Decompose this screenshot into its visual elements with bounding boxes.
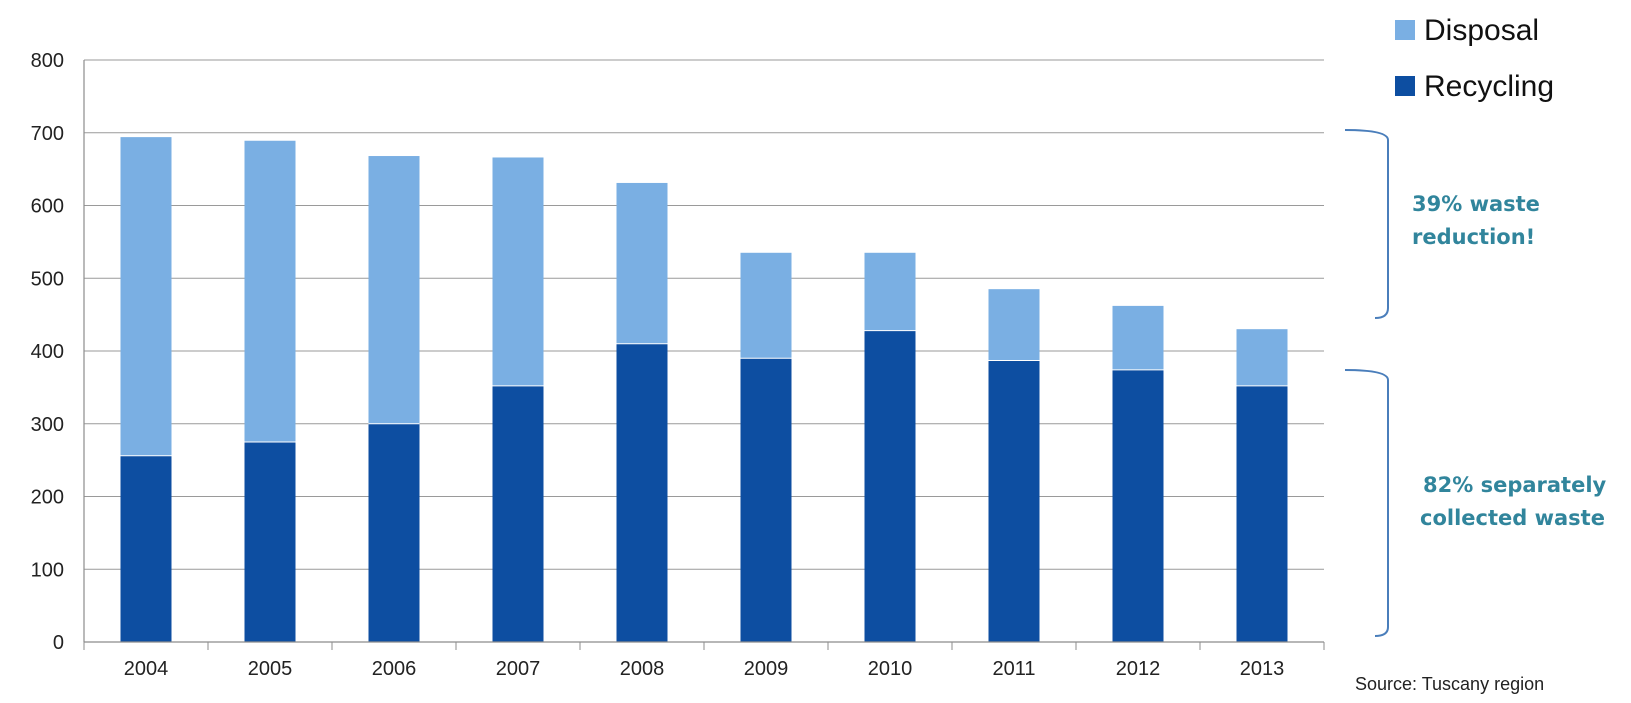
bar-recycling-2006 [368,423,420,642]
bar-disposal-2006 [368,156,420,424]
bar-recycling-2013 [1236,385,1288,642]
brace-waste-reduction [1344,129,1389,319]
x-tick-label: 2009 [744,658,789,680]
x-tick-label: 2004 [124,658,169,680]
annotation-waste-reduction-line1: 39% waste [1412,192,1540,216]
x-tick-label: 2013 [1240,658,1285,680]
bar-recycling-2008 [616,343,668,642]
bar-recycling-2010 [864,330,916,642]
y-tick-label: 800 [31,50,64,72]
legend-label-recycling: Recycling [1424,70,1554,103]
legend: Disposal Recycling [1395,14,1554,103]
axes: 0 100 200 300 400 500 600 700 800 2004 2005 2006 200… [31,50,1325,680]
annotation-collected-line1: 82% separately [1423,473,1607,497]
y-tick-label: 200 [31,487,64,509]
brace-separately-collected [1344,369,1389,637]
x-tick-label: 2006 [372,658,417,680]
legend-swatch-recycling [1395,76,1415,96]
bar-disposal-2009 [740,252,792,359]
bar-recycling-2009 [740,358,792,642]
bar-disposal-2004 [120,137,172,456]
bar-recycling-2011 [988,360,1040,642]
bar-disposal-2008 [616,182,668,344]
y-tick-label: 500 [31,268,64,290]
bar-disposal-2010 [864,252,916,331]
legend-swatch-disposal [1395,20,1415,40]
y-tick-label: 300 [31,414,64,436]
legend-label-disposal: Disposal [1424,14,1539,47]
annotation-collected-line2: collected waste [1420,506,1605,530]
bar-recycling-2007 [492,385,544,642]
y-tick-label: 400 [31,341,64,363]
x-tick-label: 2011 [992,658,1035,680]
bar-disposal-2011 [988,289,1040,361]
bar-recycling-2005 [244,441,296,642]
bar-disposal-2007 [492,157,544,386]
bar-recycling-2004 [120,455,172,642]
y-tick-label: 100 [31,559,64,581]
annotation-waste-reduction-line2: reduction! [1412,225,1535,249]
x-tick-label: 2012 [1116,658,1161,680]
x-tick-label: 2005 [248,658,293,680]
bar-disposal-2012 [1112,305,1164,370]
bars [120,137,1288,642]
x-tick-label: 2007 [496,658,541,680]
y-tick-label: 700 [31,123,64,145]
y-tick-label: 0 [53,632,64,654]
x-tick-label: 2008 [620,658,665,680]
source-note: Source: Tuscany region [1355,674,1544,694]
bar-recycling-2012 [1112,369,1164,642]
x-tick-label: 2010 [868,658,913,680]
y-tick-label: 600 [31,196,64,218]
bar-disposal-2013 [1236,329,1288,386]
bar-disposal-2005 [244,140,296,442]
